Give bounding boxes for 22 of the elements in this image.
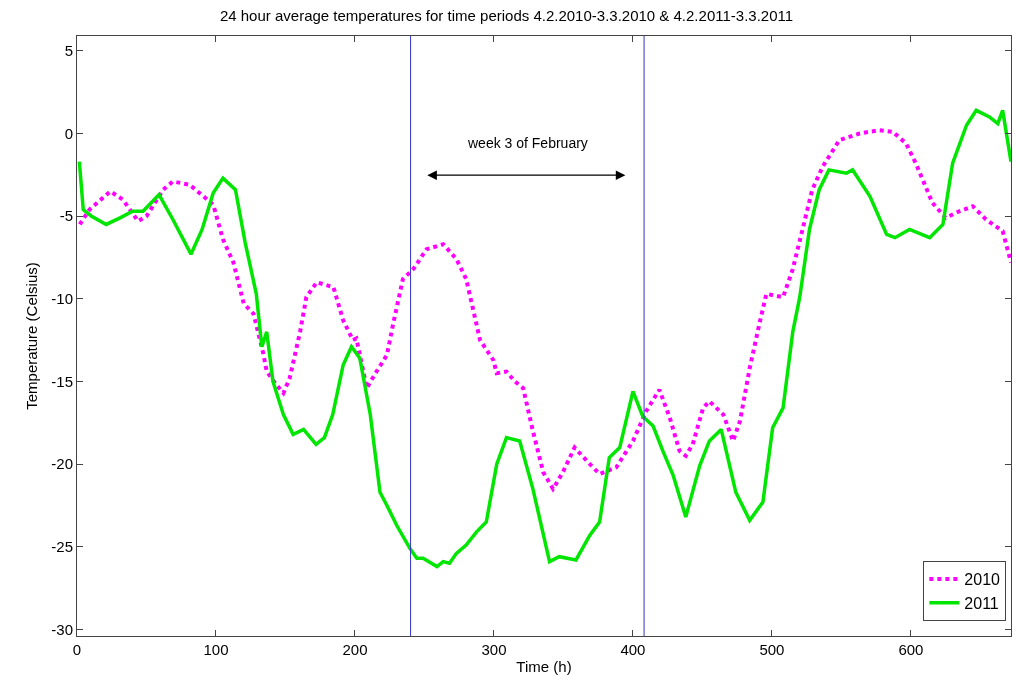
line-series <box>77 128 1011 491</box>
y-tick-label: -5 <box>59 207 73 225</box>
x-tick-label: 600 <box>898 641 924 658</box>
x-tick-label: 500 <box>759 641 785 658</box>
line-series <box>77 108 1011 569</box>
x-tick-label: 200 <box>342 641 368 658</box>
y-axis-title: Temperature (Celsius) <box>22 262 40 410</box>
y-tick-label: -30 <box>51 620 73 638</box>
x-tick-label: 400 <box>620 641 646 658</box>
x-tick-label: 300 <box>481 641 507 658</box>
y-tick-label: 5 <box>64 42 73 60</box>
y-tick-label: -10 <box>51 290 73 308</box>
y-tick-label: -15 <box>51 372 73 390</box>
annotation: week 3 of February <box>467 135 588 151</box>
x-tick-label: 100 <box>203 641 229 658</box>
y-tick-label: -25 <box>51 537 73 555</box>
legend-label: 2010 <box>964 571 1001 589</box>
x-axis-title: Time (h) <box>516 658 572 675</box>
chart-title: 24 hour average temperatures for time periods 4.2.2010-3.3.2010 & 4.2.2011-3.3.2011 <box>219 6 794 24</box>
y-tick-label: 0 <box>64 124 73 142</box>
legend-label: 2011 <box>964 594 999 612</box>
y-tick-label: -20 <box>51 455 73 473</box>
